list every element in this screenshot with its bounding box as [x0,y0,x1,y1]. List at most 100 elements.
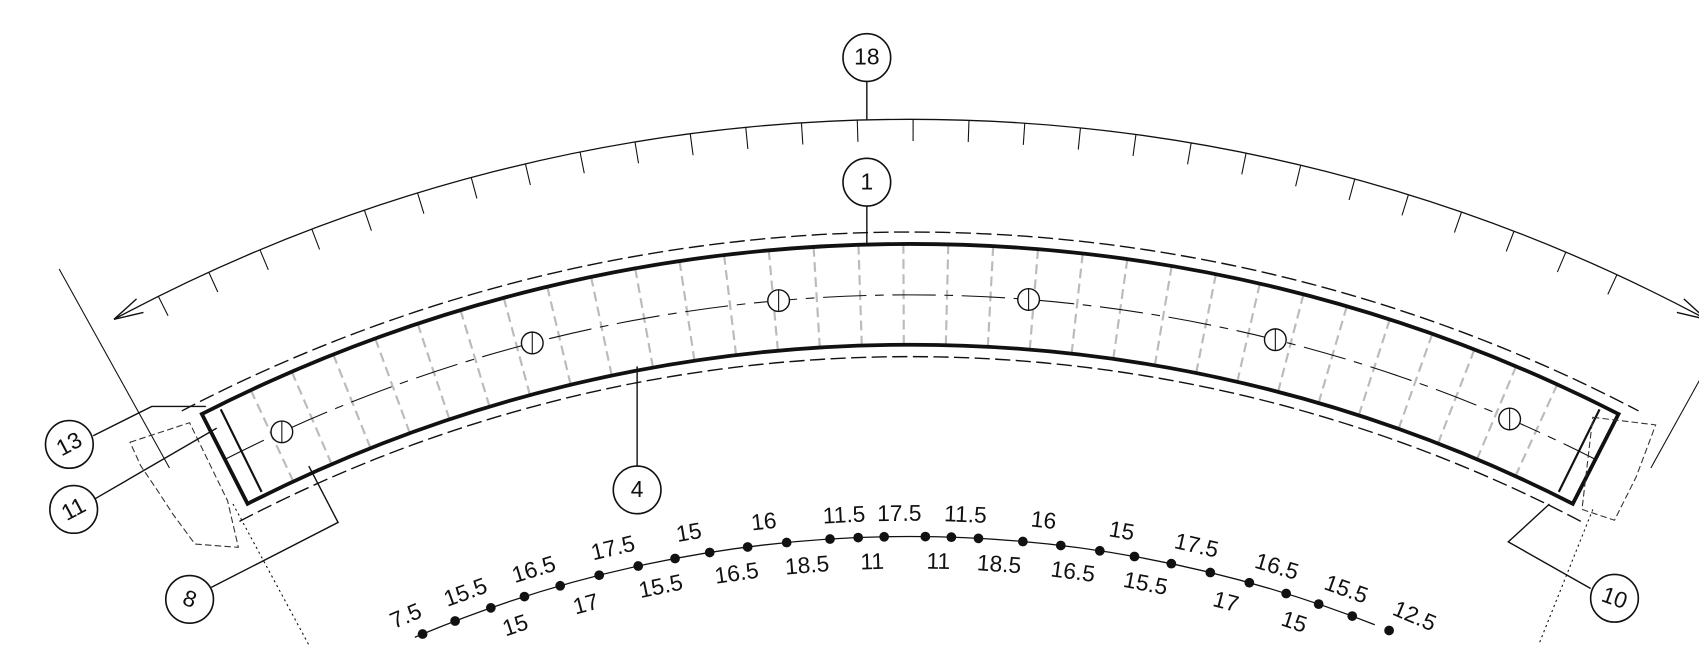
callout-circle [842,32,892,83]
segment-line [944,244,950,346]
segment-line [459,309,491,407]
dimension-tick [157,296,169,316]
dimension-tick [745,127,749,149]
center-line [224,294,1596,460]
station-dot [1017,536,1028,547]
segment-line [1277,294,1305,393]
callout-label: 1 [861,168,874,194]
segment-line [374,338,411,434]
dimension-tick [417,192,425,214]
arrow-head [1676,298,1699,319]
lower-label: 11 [860,548,884,575]
segment-line [1475,365,1518,460]
callout-label: 18 [854,44,879,70]
guide-line [232,503,310,645]
lower-label: 15 [1278,605,1310,638]
upper-label: 17.5 [588,530,637,565]
callout-circle [164,574,215,624]
segment-line [812,246,821,348]
upper-label: 15.5 [440,572,491,612]
upper-label: 17.5 [1172,527,1221,562]
lower-label: 16.5 [1049,555,1096,587]
lower-label: 18.5 [784,550,830,580]
lower-label: 18.5 [976,549,1022,578]
station-dot [1244,577,1255,588]
station-dot [670,553,680,564]
upper-label: 7.5 [386,597,425,633]
station-dot [450,616,460,626]
upper-label: 12.5 [1389,595,1440,636]
drawing-content: 7.515.516.517.5 15 16 11.5 17.5 11.5 16 15 17.51… [44,32,1699,645]
dimension-tick [856,120,859,142]
station-dot [1094,545,1105,556]
support-detail [1581,416,1657,521]
station-dot [1347,611,1358,621]
dimension-tick [1607,274,1618,295]
upper-label: 17.5 [877,500,921,526]
station-dot [1129,551,1140,562]
callout-circle [1589,573,1640,623]
dimension-tick [311,228,321,250]
upper-label: 15 [674,517,703,547]
beam-outline [199,242,1622,507]
end-plate [1557,408,1601,493]
dimension-tick [1505,231,1515,252]
dimension-tick [1077,127,1081,150]
segment-line [590,276,613,376]
upper-label: 15 [1107,515,1136,545]
dimension-tick [1022,123,1026,145]
leader-line [92,405,206,437]
lower-label: 15.5 [1121,566,1169,600]
callout-label: 4 [631,476,644,502]
station-dot [1384,625,1394,636]
offset-arc [181,231,1639,412]
segment-line [1153,265,1173,366]
leader-line [210,465,340,589]
station-dot [417,629,428,639]
dimension-tick [259,249,269,271]
upper-label: 16 [1030,506,1058,534]
dimension-tick [1241,153,1247,175]
station-dot [946,532,957,543]
dimension-tick [1401,194,1409,216]
leader-line [1507,503,1591,590]
dimension-tick [689,133,694,156]
station-dot [485,602,496,613]
station-dot [1055,540,1066,551]
dimension-tick [524,163,531,186]
end-plate [219,408,263,493]
dimension-tick [470,177,478,199]
station-dot [704,547,715,558]
guide-line [1538,509,1594,645]
support-detail [129,422,240,548]
dimension-tick [800,122,804,145]
dimension-tick [363,210,372,231]
dimension-tick [1453,211,1463,233]
station-dot [519,591,530,602]
upper-label: 15.5 [1321,569,1371,608]
station-dot [825,534,835,544]
callout-circle [49,484,99,535]
dimension-tick [1556,251,1567,273]
station-dot [1313,599,1324,609]
lower-label: 15.5 [636,569,685,603]
lower-label: 15 [499,609,531,642]
lower-label: 11 [926,548,950,575]
offset-arc [239,355,1582,522]
arrow-head [113,298,144,321]
segment-line [1070,253,1084,354]
station-arc [414,535,1376,638]
lower-label: 17 [570,588,601,620]
dimension-tick [1295,165,1302,187]
dimension-tick [208,272,219,293]
upper-label: 16.5 [509,550,559,588]
dimension-tick [1132,134,1137,157]
station-dot [781,537,792,548]
segment-line [723,254,738,356]
upper-label: 11.5 [944,500,988,528]
dimension-tick [1348,178,1356,201]
station-dot [1281,588,1292,599]
station-dot [594,570,605,581]
